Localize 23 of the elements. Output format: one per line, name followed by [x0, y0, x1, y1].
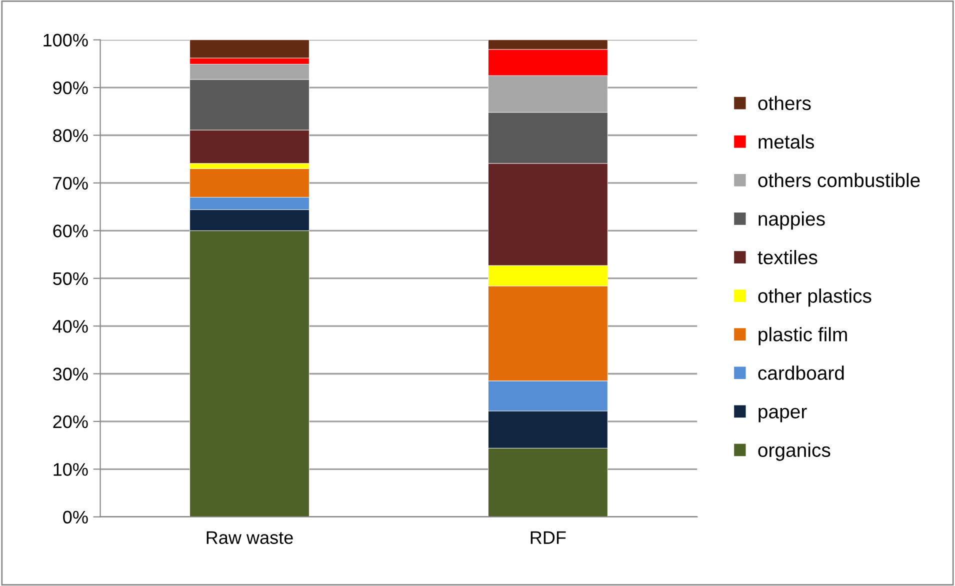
legend-label: organics — [758, 442, 830, 461]
y-tick-label: 20% — [53, 415, 88, 428]
y-tick-label: 30% — [53, 368, 88, 380]
x-tick-label: RDF — [530, 531, 566, 544]
legend-label: nappies — [758, 211, 825, 230]
legend-label: others combustible — [758, 172, 920, 188]
y-tick-label: 70% — [53, 176, 88, 190]
legend-label: metals — [758, 134, 814, 149]
y-tick-label: 60% — [53, 224, 88, 238]
legend-label: others — [758, 96, 811, 110]
y-tick-label: 90% — [53, 81, 88, 94]
x-tick-label: Raw waste — [206, 531, 293, 544]
y-tick-label: 0% — [63, 510, 88, 524]
y-tick-label: 10% — [54, 463, 88, 476]
legend-label: paper — [758, 408, 807, 422]
y-tick-label: 50% — [53, 272, 88, 286]
y-tick-label: 40% — [52, 320, 88, 333]
legend-label: plastic film — [758, 327, 847, 346]
legend-label: other plastics — [758, 288, 872, 307]
legend-label: textiles — [758, 250, 818, 264]
y-tick-label: 80% — [53, 129, 88, 142]
y-tick-label: 100% — [44, 34, 88, 47]
legend-label: cardboard — [758, 366, 844, 380]
